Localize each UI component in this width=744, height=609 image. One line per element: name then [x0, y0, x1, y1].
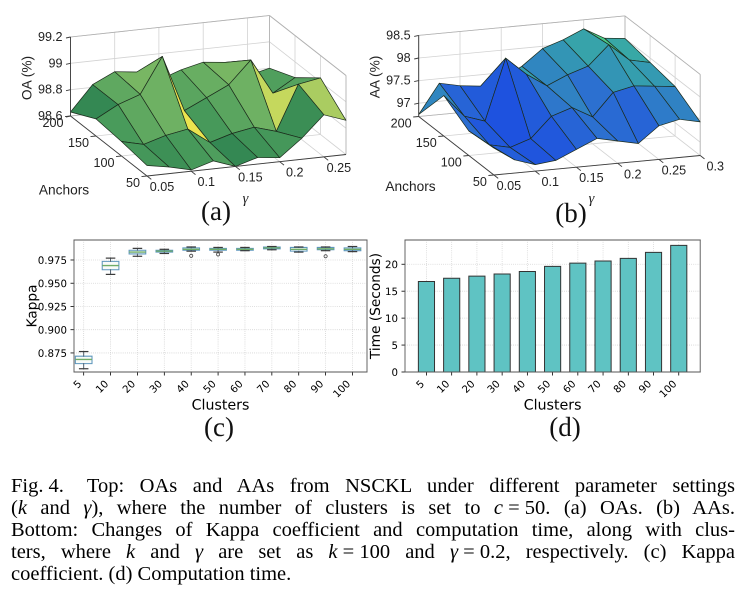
svg-text:0.15: 0.15 [579, 171, 604, 185]
svg-text:0.05: 0.05 [497, 179, 522, 193]
svg-text:200: 200 [391, 117, 412, 131]
svg-text:97: 97 [397, 96, 411, 110]
svg-text:200: 200 [42, 116, 63, 130]
svg-text:0.25: 0.25 [327, 161, 352, 175]
svg-text:0.3: 0.3 [706, 160, 724, 174]
svg-text:98.5: 98.5 [386, 28, 411, 42]
svg-text:98.6: 98.6 [38, 109, 63, 123]
svg-text:99.2: 99.2 [38, 30, 63, 44]
svg-text:50: 50 [126, 176, 140, 190]
svg-text:99: 99 [48, 56, 62, 70]
svg-text:γ: γ [243, 191, 250, 207]
svg-text:AA (%): AA (%) [368, 56, 383, 99]
svg-text:100: 100 [93, 156, 114, 170]
svg-text:Anchors: Anchors [385, 179, 435, 194]
svg-text:0.05: 0.05 [150, 180, 175, 194]
svg-text:150: 150 [68, 136, 89, 150]
svg-text:0.1: 0.1 [541, 175, 559, 189]
svg-text:0.15: 0.15 [238, 170, 263, 184]
svg-text:0.2: 0.2 [286, 166, 304, 180]
svg-text:Anchors: Anchors [39, 183, 89, 198]
svg-text:0.2: 0.2 [624, 167, 642, 181]
svg-text:150: 150 [416, 136, 437, 150]
svg-text:100: 100 [441, 156, 462, 170]
svg-text:0.25: 0.25 [662, 163, 687, 177]
svg-text:50: 50 [473, 175, 487, 189]
svg-text:0.1: 0.1 [197, 175, 215, 189]
svg-text:97.5: 97.5 [386, 74, 411, 88]
svg-text:98.8: 98.8 [38, 83, 63, 97]
svg-text:OA (%): OA (%) [20, 56, 35, 100]
svg-text:γ: γ [589, 191, 596, 207]
svg-text:98: 98 [397, 51, 411, 65]
